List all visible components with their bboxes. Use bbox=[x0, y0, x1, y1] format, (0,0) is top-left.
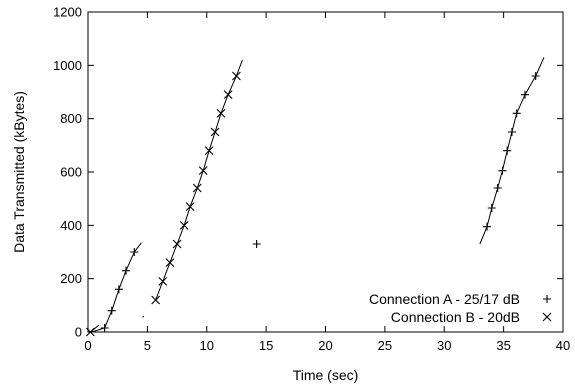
plot-frame-layer bbox=[87, 11, 564, 333]
data-point bbox=[100, 324, 109, 332]
x-tick-label: 10 bbox=[200, 338, 214, 353]
series-line bbox=[155, 59, 243, 301]
data-point bbox=[179, 220, 189, 230]
data-point bbox=[165, 258, 175, 268]
series-connection-a bbox=[91, 57, 545, 333]
data-point bbox=[216, 108, 226, 118]
data-point bbox=[223, 90, 233, 100]
data-point bbox=[122, 266, 130, 275]
data-point bbox=[493, 184, 502, 192]
data-point bbox=[498, 166, 507, 175]
x-tick-label: 15 bbox=[259, 338, 273, 353]
legend-marker bbox=[542, 312, 552, 322]
y-tick-label: 1200 bbox=[53, 5, 82, 20]
data-point bbox=[172, 239, 182, 249]
data-point bbox=[232, 71, 241, 81]
legend-marker bbox=[543, 295, 551, 303]
series-line bbox=[479, 57, 545, 245]
data-point bbox=[158, 276, 168, 286]
data-point bbox=[210, 127, 220, 137]
data-point bbox=[503, 146, 512, 155]
data-point bbox=[151, 295, 161, 305]
x-tick-label: 20 bbox=[318, 338, 332, 353]
series-connection-b bbox=[85, 59, 243, 337]
data-point bbox=[130, 248, 139, 256]
series-line bbox=[142, 315, 145, 318]
plot-frame bbox=[87, 11, 564, 333]
y-tick-label: 0 bbox=[75, 325, 82, 340]
series-layer bbox=[85, 57, 545, 337]
x-tick-label: 30 bbox=[437, 338, 451, 353]
data-point bbox=[85, 327, 95, 337]
y-tick-label: 600 bbox=[60, 165, 82, 180]
legend-layer: Connection A - 25/17 dB Connection B - 20… bbox=[369, 291, 552, 325]
x-axis-label: Time (sec) bbox=[293, 367, 359, 383]
data-point bbox=[252, 240, 261, 248]
y-tick-label: 200 bbox=[60, 271, 82, 286]
data-point bbox=[204, 146, 214, 156]
y-tick-label: 1000 bbox=[53, 58, 82, 73]
data-point bbox=[487, 204, 496, 212]
x-tick-label: 5 bbox=[144, 338, 151, 353]
data-point bbox=[192, 183, 202, 193]
x-tick-label: 25 bbox=[378, 338, 392, 353]
data-point bbox=[483, 222, 491, 231]
y-tick-label: 400 bbox=[60, 218, 82, 233]
y-tick-label: 800 bbox=[60, 111, 82, 126]
legend-label: Connection B - 20dB bbox=[391, 309, 520, 325]
y-axis-label: Data Transmitted (kBytes) bbox=[11, 91, 27, 253]
series-line bbox=[91, 242, 142, 333]
data-point bbox=[507, 128, 516, 136]
data-point bbox=[114, 285, 123, 294]
data-point bbox=[512, 109, 521, 118]
data-point bbox=[185, 202, 195, 212]
data-point bbox=[198, 166, 208, 176]
x-tick-label: 40 bbox=[556, 338, 570, 353]
x-tick-label: 35 bbox=[496, 338, 510, 353]
data-point bbox=[531, 72, 540, 80]
x-tick-label: 0 bbox=[84, 338, 91, 353]
data-point bbox=[521, 90, 529, 99]
legend-label: Connection A - 25/17 dB bbox=[369, 291, 520, 307]
data-point bbox=[107, 306, 116, 315]
